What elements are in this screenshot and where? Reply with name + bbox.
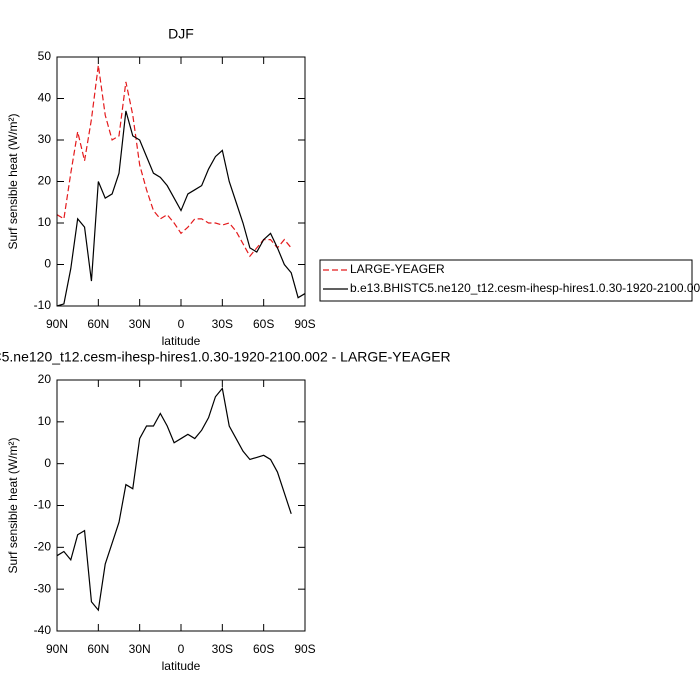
y-tick-label: -40: [34, 623, 52, 637]
chart: b.e13.BHISTC5.ne120_t12.cesm-ihesp-hires…: [0, 349, 451, 673]
y-tick-label: -30: [34, 581, 52, 595]
x-tick-label: 30S: [212, 317, 233, 331]
y-tick-label: 0: [44, 456, 51, 470]
x-tick-label: 90N: [46, 317, 68, 331]
y-tick-label: 10: [38, 215, 52, 229]
y-tick-label: 40: [38, 91, 52, 105]
x-tick-label: 30N: [129, 317, 151, 331]
x-tick-label: 0: [178, 642, 185, 656]
x-tick-label: 30N: [129, 642, 151, 656]
chart-title: b.e13.BHISTC5.ne120_t12.cesm-ihesp-hires…: [0, 349, 451, 365]
x-tick-label: 60N: [87, 642, 109, 656]
y-tick-label: 10: [38, 414, 52, 428]
legend-box: [319, 259, 693, 302]
plot-frame: [56, 379, 306, 632]
y-tick-label: -10: [34, 298, 52, 312]
x-tick-label: 60S: [253, 317, 274, 331]
x-axis-label: latitude: [162, 659, 201, 673]
y-tick-label: 0: [44, 257, 51, 271]
y-axis-label: Surf sensible heat (W/m²): [6, 437, 20, 573]
y-tick-label: -10: [34, 498, 52, 512]
y-tick-label: 50: [38, 49, 52, 63]
y-tick-label: 20: [38, 174, 52, 188]
x-axis-label: latitude: [162, 334, 201, 348]
y-axis-label: Surf sensible heat (W/m²): [6, 113, 20, 249]
series-line: [56, 386, 292, 612]
x-tick-label: 90S: [294, 317, 315, 331]
chart: DJF latitude Surf sensible heat (W/m²) 90N 6…: [6, 26, 700, 348]
x-tick-label: 60N: [87, 317, 109, 331]
y-tick-label: 20: [38, 372, 52, 386]
x-tick-label: 0: [178, 317, 185, 331]
x-tick-label: 90N: [46, 642, 68, 656]
y-tick-label: 30: [38, 132, 52, 146]
x-tick-label: 60S: [253, 642, 274, 656]
legend-label: b.e13.BHISTC5.ne120_t12.cesm-ihesp-hires…: [350, 281, 700, 295]
legend-label: LARGE-YEAGER: [350, 262, 445, 276]
chart-title: DJF: [168, 26, 194, 42]
x-tick-label: 30S: [212, 642, 233, 656]
y-tick-label: -20: [34, 540, 52, 554]
plot-frame: [56, 56, 306, 307]
x-tick-label: 90S: [294, 642, 315, 656]
series-line: [56, 65, 292, 258]
series-line: [56, 110, 306, 307]
